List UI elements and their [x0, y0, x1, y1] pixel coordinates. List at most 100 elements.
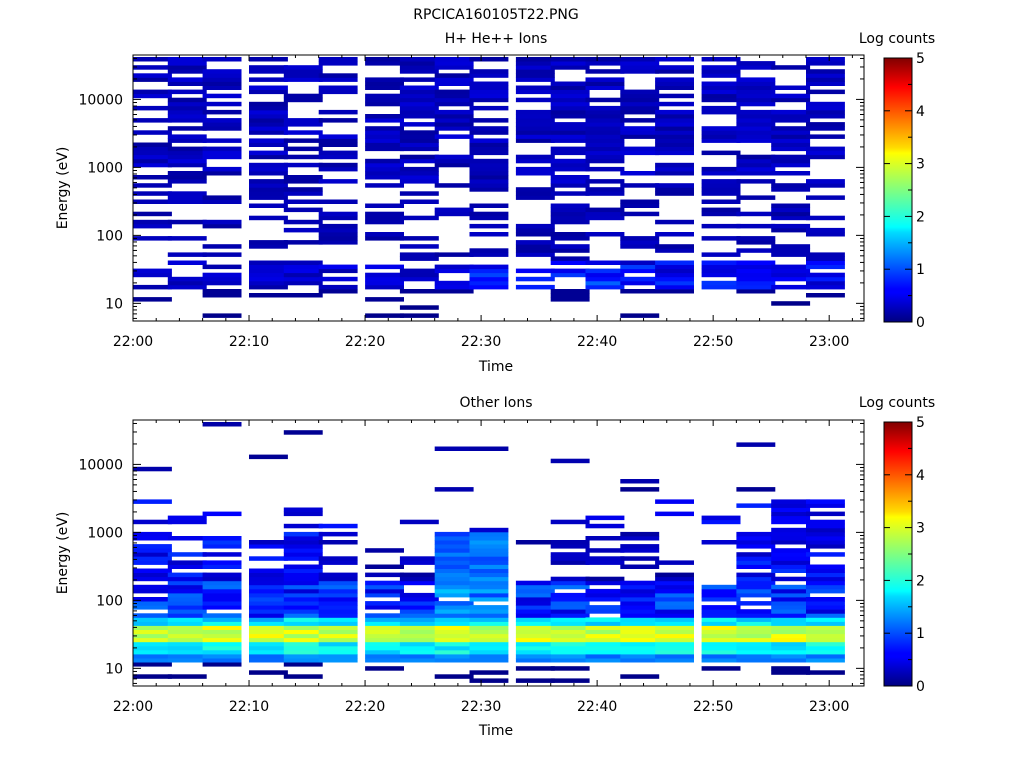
heatmap-cell: [249, 187, 288, 192]
heatmap-cell: [434, 674, 474, 679]
heatmap-cell: [434, 588, 474, 594]
heatmap-cell: [736, 289, 776, 294]
heatmap-cell: [202, 81, 242, 86]
heatmap-cell: [318, 617, 358, 622]
heatmap-cell: [771, 507, 811, 512]
heatmap-cell: [365, 57, 404, 62]
heatmap-cell: [515, 191, 555, 196]
heatmap-cell: [736, 645, 776, 651]
heatmap-cell: [202, 422, 242, 427]
heatmap-cell: [249, 126, 288, 131]
heatmap-cell: [585, 57, 625, 62]
heatmap-cell: [701, 637, 741, 643]
heatmap-cell: [249, 625, 288, 630]
heatmap-cell: [133, 645, 172, 651]
heatmap-cell: [283, 272, 323, 278]
heatmap-cell: [736, 126, 776, 131]
heatmap-cell: [249, 150, 288, 156]
heatmap-cell: [585, 158, 625, 164]
heatmap-cell: [655, 150, 694, 156]
heatmap-cell: [365, 232, 404, 237]
heatmap-cell: [167, 649, 207, 655]
heatmap-cell: [585, 268, 625, 274]
heatmap-cell: [365, 166, 404, 172]
x-tick-label: 22:00: [113, 699, 153, 715]
heatmap-cell: [399, 252, 439, 257]
heatmap-cell: [771, 601, 811, 606]
heatmap-cell: [167, 637, 207, 643]
heatmap-cell: [434, 264, 474, 270]
heatmap-cell: [806, 73, 845, 78]
y-tick-label: 10000: [78, 92, 123, 108]
heatmap-cell: [133, 568, 172, 573]
heatmap-cell: [515, 641, 555, 647]
heatmap-cell: [806, 540, 845, 545]
heatmap-cell: [736, 588, 776, 594]
heatmap-cell: [133, 531, 172, 537]
heatmap-cell: [585, 658, 625, 663]
heatmap-cell: [202, 580, 242, 586]
heatmap-cell: [399, 69, 439, 74]
heatmap-cell: [434, 289, 474, 294]
heatmap-cell: [202, 536, 242, 541]
heatmap-cell: [655, 613, 694, 618]
heatmap-cell: [515, 601, 555, 606]
heatmap-cell: [550, 597, 590, 602]
heatmap-cell: [806, 523, 845, 529]
heatmap-cell: [283, 621, 323, 626]
heatmap-cell: [167, 154, 207, 160]
heatmap-cell: [736, 77, 776, 82]
heatmap-cell: [701, 641, 741, 647]
heatmap-cell: [736, 260, 776, 265]
heatmap-cell: [655, 187, 694, 192]
heatmap-cell: [771, 629, 811, 635]
heatmap-cell: [585, 548, 625, 553]
heatmap-cell: [283, 649, 323, 655]
heatmap-cell: [550, 621, 590, 626]
heatmap-cell: [469, 568, 509, 573]
heatmap-cell: [655, 584, 694, 590]
heatmap-cell: [469, 280, 509, 286]
heatmap-cell: [283, 293, 323, 298]
heatmap-cell: [365, 280, 404, 286]
heatmap-cell: [736, 85, 776, 90]
heatmap-cell: [133, 268, 172, 274]
heatmap-cell: [806, 276, 845, 282]
heatmap-cell: [806, 81, 845, 86]
heatmap-cell: [167, 179, 207, 184]
heatmap-cell: [585, 629, 625, 635]
heatmap-cell: [167, 580, 207, 586]
heatmap-cell: [771, 227, 811, 233]
heatmap-cell: [283, 654, 323, 659]
heatmap-cell: [365, 130, 404, 135]
heatmap-cell: [202, 637, 242, 643]
heatmap-cell: [469, 252, 509, 257]
heatmap-cell: [399, 166, 439, 172]
heatmap-cell: [701, 617, 741, 622]
heatmap-cell: [701, 93, 741, 99]
heatmap-cell: [771, 93, 811, 99]
heatmap-cell: [515, 268, 555, 274]
heatmap-cell: [701, 625, 741, 630]
heatmap-cell: [771, 215, 811, 221]
heatmap-cell: [806, 544, 845, 549]
heatmap-cell: [249, 264, 288, 270]
heatmap-cell: [399, 154, 439, 160]
heatmap-cell: [806, 625, 845, 630]
heatmap-cell: [585, 260, 625, 265]
heatmap-cell: [202, 645, 242, 651]
heatmap-cell: [202, 576, 242, 582]
heatmap-cell: [434, 65, 474, 70]
heatmap-cell: [550, 544, 590, 549]
heatmap-cell: [318, 73, 358, 78]
heatmap-cell: [434, 601, 474, 606]
x-tick-label: 23:00: [809, 699, 849, 715]
heatmap-cell: [550, 81, 590, 86]
heatmap-cell: [283, 69, 323, 74]
heatmap-cell: [318, 215, 358, 221]
heatmap-cell: [806, 580, 845, 586]
heatmap-cell: [365, 617, 404, 622]
heatmap-cell: [399, 305, 439, 310]
heatmap-cell: [249, 85, 288, 90]
heatmap-cell: [133, 284, 172, 290]
